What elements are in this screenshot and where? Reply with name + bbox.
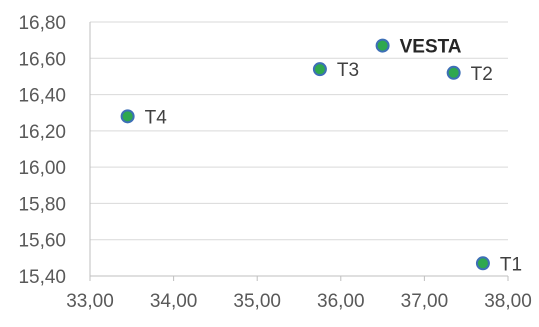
- point-label-t4: T4: [145, 107, 168, 128]
- grid-lines: [90, 21, 508, 241]
- x-tick-label: 35,00: [233, 291, 281, 312]
- y-tick-label: 16,80: [18, 13, 66, 34]
- y-tick-label: 16,20: [18, 122, 66, 143]
- data-points: [120, 38, 490, 271]
- data-point-t3: [312, 62, 327, 77]
- y-tick-label: 16,00: [18, 158, 66, 179]
- tick-labels: 33,00 34,00 35,00 36,00 37,00 38,00 15,40 15,60…: [18, 13, 531, 312]
- data-point-t2: [446, 65, 461, 80]
- x-tick-label: 36,00: [317, 291, 365, 312]
- y-tick-label: 15,40: [18, 267, 66, 288]
- axes: [89, 22, 508, 277]
- data-point-t1: [475, 256, 490, 271]
- y-tick-label: 15,80: [18, 194, 66, 215]
- y-tick-label: 16,40: [18, 86, 66, 107]
- x-tick-label: 34,00: [150, 291, 198, 312]
- data-point-vesta: [375, 38, 390, 53]
- point-labels: VESTA T3 T2 T4 T1: [145, 37, 522, 276]
- point-label-vesta: VESTA: [400, 37, 462, 58]
- point-label-t1: T1: [500, 254, 522, 275]
- x-tick-label: 33,00: [66, 291, 114, 312]
- x-tick-label: 38,00: [484, 291, 532, 312]
- y-tick-label: 15,60: [18, 231, 66, 252]
- y-tick-label: 16,60: [18, 49, 66, 70]
- point-label-t3: T3: [337, 60, 359, 81]
- x-tick-label: 37,00: [401, 291, 449, 312]
- data-point-t4: [120, 109, 135, 124]
- point-label-t2: T2: [471, 64, 493, 85]
